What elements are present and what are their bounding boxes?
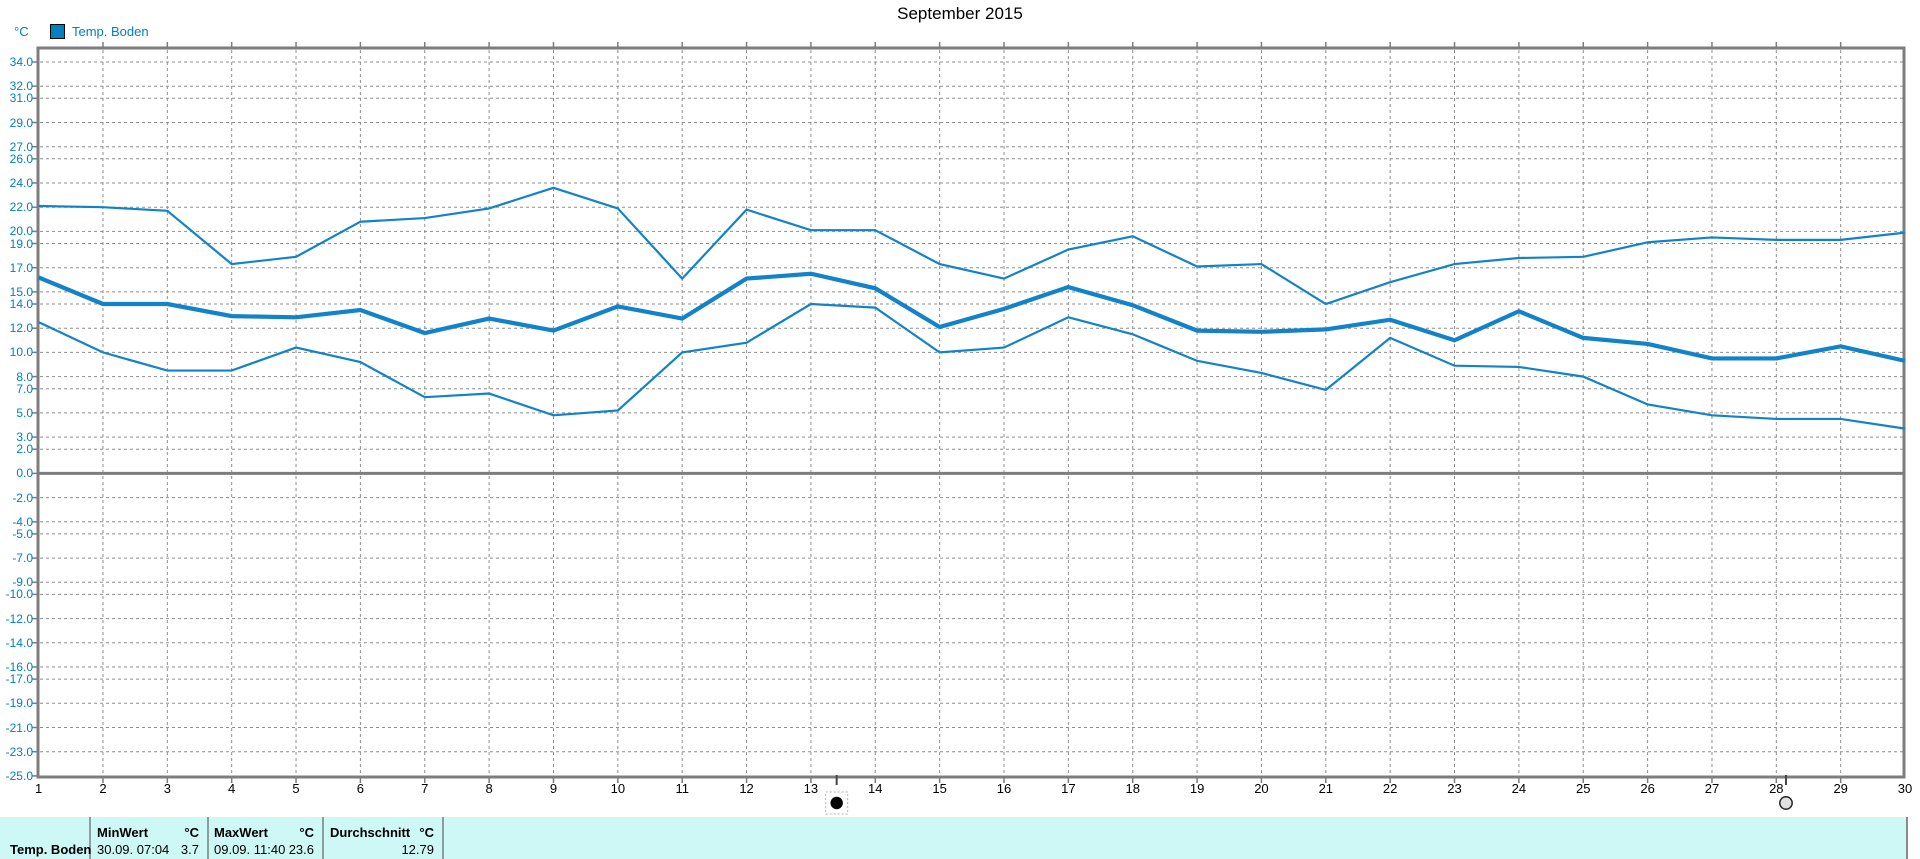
y-axis-label: -16.0 [5,660,33,674]
legend-swatch-icon [50,24,65,39]
x-axis-label: 20 [1254,781,1269,796]
x-axis-label: 26 [1640,781,1655,796]
durchschnitt-value: 12.79 [401,842,434,857]
legend-label: Temp. Boden [72,24,149,39]
x-axis-label: 19 [1189,781,1205,796]
y-axis-label: 19.0 [9,236,33,251]
x-axis-label: 17 [1061,781,1076,796]
y-axis-label: -5.0 [12,526,33,541]
table-separator [207,817,209,859]
x-axis-label: 29 [1833,781,1848,796]
y-axis-label: -12.0 [5,611,33,626]
page-title: September 2015 [897,4,1023,23]
maxwert-header: MaxWert [214,825,268,840]
x-axis-label: 6 [356,781,364,796]
y-axis-label: 24.0 [9,176,33,190]
minwert-unit: °C [184,825,199,840]
x-axis-label: 25 [1576,781,1591,796]
y-axis-label: 22.0 [9,200,33,215]
minwert-header: MinWert [97,825,149,840]
x-axis-label: 27 [1704,781,1720,796]
summary-table: Temp. Boden MinWert °C 30.09. 07:04 3.7 … [0,817,1908,859]
y-axis-label: 5.0 [16,405,33,420]
x-axis-label: 11 [675,781,689,796]
x-axis-label: 1 [34,781,43,796]
x-axis-label: 15 [932,781,947,796]
y-axis-label: 0.0 [16,466,33,481]
table-separator [322,817,324,859]
full-moon-icon [1779,796,1793,810]
y-axis-label: -19.0 [5,696,33,711]
y-axis-label: 27.0 [9,139,33,154]
y-axis-label: 8.0 [16,369,33,384]
new-moon-icon [830,796,843,810]
maxwert-unit: °C [299,825,314,840]
x-axis-label: 7 [421,781,429,796]
y-axis-label: 17.0 [9,260,33,275]
y-axis-label: 15.0 [9,284,33,299]
y-axis-unit-label: °C [14,24,29,39]
y-axis-label: 26.0 [9,151,33,166]
y-axis-label: -25.0 [5,768,33,783]
x-axis-label: 18 [1125,781,1140,796]
y-axis-label: 29.0 [9,115,33,130]
table-separator [442,817,444,859]
x-axis-label: 9 [549,781,558,796]
x-axis-label: 16 [996,781,1012,796]
y-axis-label: -21.0 [5,720,33,735]
y-axis-label: -2.0 [12,490,33,505]
y-axis-label: -17.0 [5,672,33,687]
y-axis-label: 12.0 [9,321,33,336]
y-axis-label: 10.0 [9,345,33,360]
series-line-daily-average [37,271,1906,363]
legend: Temp. Boden [50,24,149,39]
durchschnitt-unit: °C [419,825,434,840]
x-axis-label: 21 [1318,781,1334,796]
x-axis-label: 2 [99,781,107,796]
x-axis-label: 8 [485,781,493,796]
minwert-value: 3.7 [180,842,199,857]
y-axis-label: 7.0 [16,381,33,396]
x-axis-label: 22 [1382,781,1398,796]
minwert-datetime: 30.09. 07:04 [97,842,170,857]
x-axis-label: 10 [610,781,626,796]
series-line-daily-min [38,302,1906,430]
x-axis-label: 12 [739,781,754,796]
series-line-daily-max [38,186,1906,306]
y-axis-label: 14.0 [9,297,33,311]
y-axis-label: -10.0 [5,587,33,602]
y-axis-label: -4.0 [12,514,33,529]
y-axis-label: -23.0 [5,744,33,759]
x-axis-label: 14 [868,781,883,796]
y-axis-label: 3.0 [16,430,33,445]
maxwert-value: 23.6 [288,842,314,857]
y-axis-label: 20.0 [9,224,33,239]
x-axis-label: 28 [1769,781,1784,796]
x-axis-label: 13 [803,781,819,796]
x-axis-label: 3 [163,781,171,796]
maxwert-datetime: 09.09. 11:40 [214,842,286,857]
y-axis-label: -9.0 [12,575,33,590]
x-axis-label: 23 [1447,781,1462,796]
y-axis-label: -7.0 [12,551,33,566]
y-axis-label: 32.0 [9,79,33,94]
table-separator [89,817,91,859]
y-axis-label: 2.0 [16,442,33,457]
x-axis-label: 30 [1897,781,1913,796]
series-row-label: Temp. Boden [10,842,92,857]
x-axis-label: 4 [228,781,236,796]
y-axis-label: -14.0 [5,635,33,650]
x-axis-label: 24 [1511,781,1527,796]
x-axis-label: 5 [292,781,300,796]
y-axis-label: 34.0 [9,55,33,69]
y-axis-label: 31.0 [9,91,33,106]
durchschnitt-header: Durchschnitt [330,825,411,840]
